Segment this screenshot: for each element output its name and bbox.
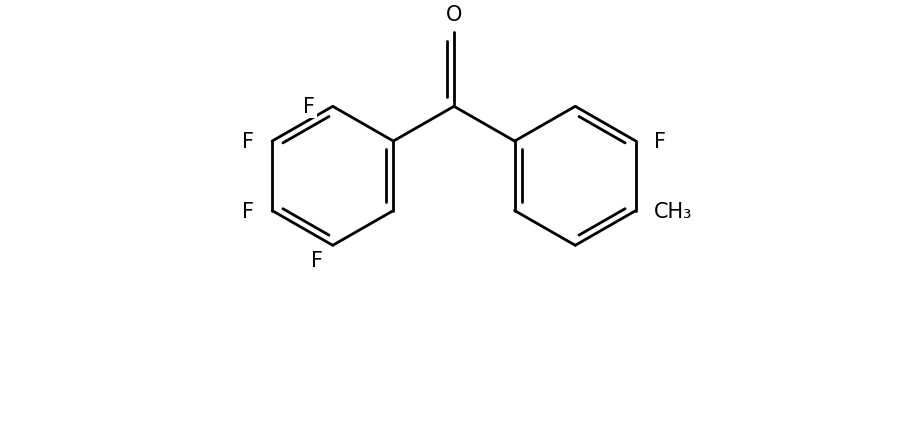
Text: F: F	[302, 97, 315, 117]
Text: O: O	[446, 5, 462, 25]
Text: F: F	[311, 250, 322, 271]
Text: F: F	[242, 132, 254, 152]
Text: F: F	[302, 97, 315, 117]
Text: CH₃: CH₃	[654, 201, 692, 221]
Text: F: F	[654, 132, 666, 152]
Text: F: F	[242, 201, 254, 221]
